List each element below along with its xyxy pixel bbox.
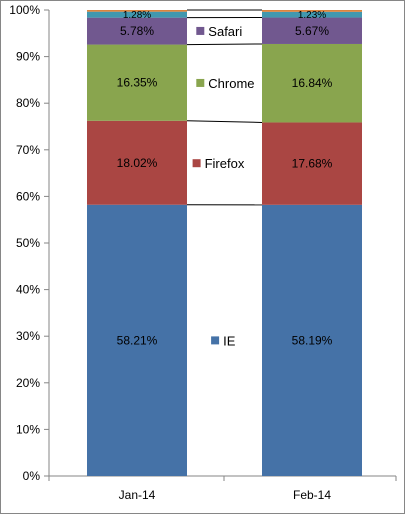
bars	[87, 10, 362, 476]
y-tick-label: 70%	[16, 143, 40, 157]
bar-segment	[262, 17, 362, 44]
y-tick-label: 50%	[16, 236, 40, 250]
legend-swatch	[192, 159, 201, 168]
y-tick-label: 90%	[16, 50, 40, 64]
bar-segment	[262, 204, 362, 476]
legend: IE Firefox Chrome Safari	[192, 24, 255, 348]
series-connectors	[186, 9, 263, 206]
bar-segment	[87, 17, 187, 45]
axes: 0% 10% 20% 30% 40% 50% 60% 70% 80% 90% 100% Jan-14 F…	[9, 3, 397, 502]
bar-segment	[87, 120, 187, 205]
y-tick-label: 60%	[16, 189, 40, 203]
legend-swatch	[196, 26, 205, 35]
y-tick-label: 100%	[9, 3, 40, 17]
bar-segment	[262, 43, 362, 123]
x-tick-label: Feb-14	[293, 488, 331, 502]
data-label: 1.28%	[123, 10, 151, 21]
legend-swatch	[196, 78, 205, 87]
bar-segment	[262, 10, 362, 12]
data-label: 5.78%	[120, 24, 154, 38]
data-label: 16.35%	[117, 76, 158, 90]
data-label: 18.02%	[117, 156, 158, 170]
series-line	[186, 43, 263, 46]
legend-swatch	[211, 336, 220, 345]
data-label: 1.23%	[298, 10, 326, 21]
y-tick-label: 20%	[16, 376, 40, 390]
legend-label: Firefox	[205, 156, 245, 171]
bar-segment	[87, 204, 187, 476]
bar-segment	[87, 10, 187, 12]
x-tick-label: Jan-14	[119, 488, 156, 502]
series-line	[186, 120, 263, 123]
y-tick-label: 80%	[16, 96, 40, 110]
y-tick-label: 0%	[23, 469, 41, 483]
y-tick-label: 10%	[16, 422, 40, 436]
data-label: 5.67%	[295, 24, 329, 38]
bar-segment	[262, 122, 362, 205]
legend-label: IE	[223, 333, 236, 348]
legend-label: Safari	[208, 24, 242, 39]
data-label: 17.68%	[292, 157, 333, 171]
legend-label: Chrome	[208, 76, 254, 91]
y-tick-label: 30%	[16, 329, 40, 343]
data-label: 58.19%	[292, 333, 333, 347]
data-label: 16.84%	[292, 76, 333, 90]
y-tick-label: 40%	[16, 283, 40, 297]
data-labels: 58.21% 18.02% 16.35% 5.78% 1.28% 58.19% 17.68%…	[117, 10, 333, 347]
bar-segment	[262, 11, 362, 18]
bar-segment	[87, 11, 187, 18]
data-label: 58.21%	[117, 333, 158, 347]
bar-segment	[87, 44, 187, 121]
